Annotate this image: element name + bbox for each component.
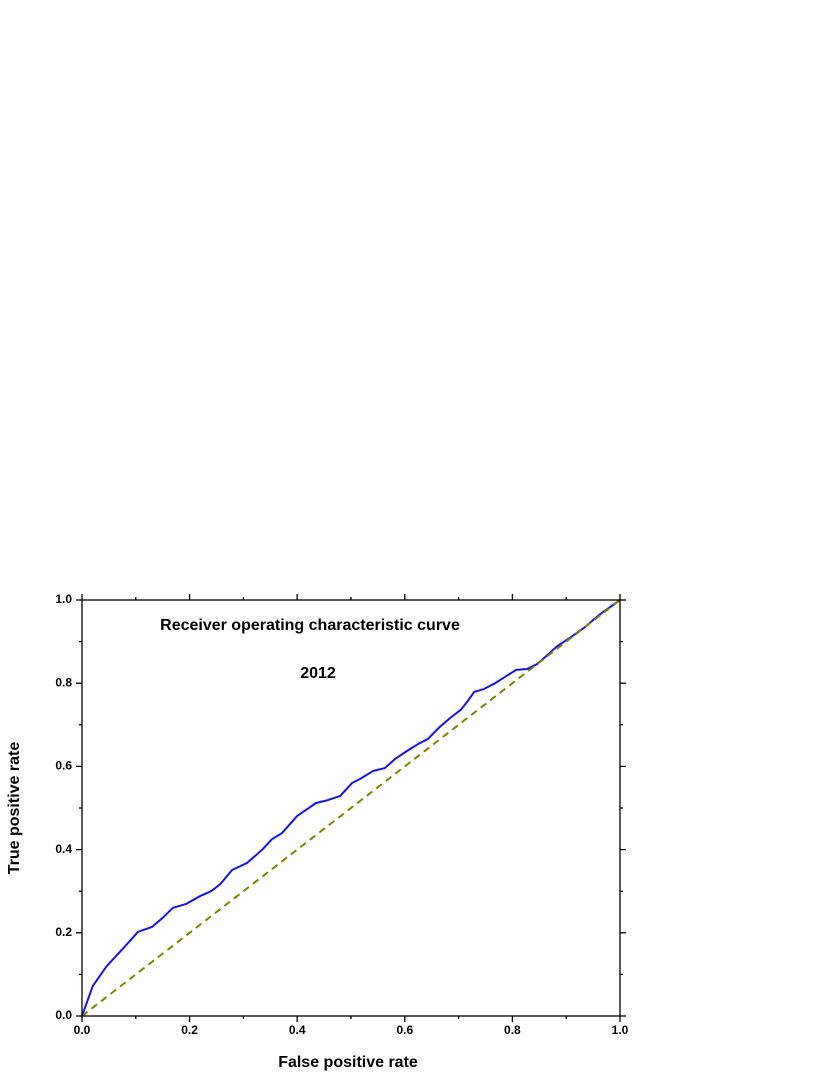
dashed-line — [81, 599, 621, 1017]
x-tick-label: 0.4 — [289, 1023, 306, 1037]
y-tick-label: 0.2 — [55, 925, 72, 939]
x-tick-label: 0.2 — [181, 1023, 198, 1037]
y-tick-label: 0.4 — [55, 842, 72, 856]
x-tick-label: 0.0 — [74, 1023, 91, 1037]
x-axis-label: False positive rate — [278, 1054, 418, 1071]
curve-line — [81, 599, 621, 1017]
y-tick-label: 0.8 — [55, 675, 72, 689]
chart-title: Receiver operating characteristic curve — [160, 617, 460, 634]
chart-subtitle: 2012 — [300, 665, 336, 682]
x-tick-label: 0.8 — [504, 1023, 521, 1037]
y-tick-label: 0.0 — [55, 1008, 72, 1022]
y-tick-label: 0.6 — [55, 759, 72, 773]
x-tick-label: 1.0 — [612, 1023, 629, 1037]
y-tick-label: 1.0 — [55, 592, 72, 606]
plot-frame — [81, 599, 621, 1017]
y-axis-label: True positive rate — [6, 742, 23, 875]
x-tick-label: 0.6 — [396, 1023, 413, 1037]
